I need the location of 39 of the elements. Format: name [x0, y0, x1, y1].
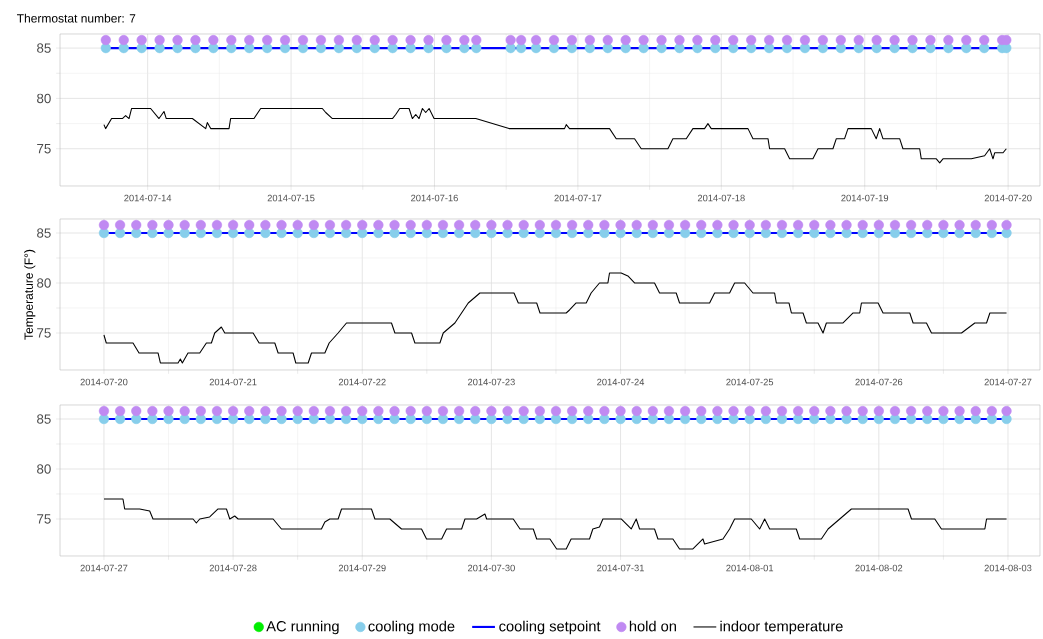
y-tick-label: 85	[37, 414, 51, 424]
x-tick-label: 2014-07-16	[411, 194, 458, 202]
x-tick-label: 2014-08-01	[726, 564, 774, 572]
y-tick-label: 75	[37, 144, 51, 154]
x-tick-label: 2014-07-20	[80, 378, 128, 386]
y-tick-label: 80	[37, 278, 51, 288]
y-tick-label: 85	[37, 228, 51, 238]
legend-label: indoor temperature	[720, 620, 843, 635]
legend-label: cooling mode	[368, 620, 455, 635]
x-tick-label: 2014-07-25	[726, 378, 774, 386]
x-tick-label: 2014-07-22	[338, 378, 386, 386]
x-tick-label: 2014-07-20	[984, 194, 1032, 202]
y-tick-label: 80	[37, 93, 51, 104]
y-tick-label: 75	[37, 328, 51, 338]
x-tick-label: 2014-07-19	[841, 194, 889, 202]
y-tick-label: 85	[37, 43, 51, 53]
x-tick-label: 2014-07-30	[467, 564, 515, 572]
x-tick-label: 2014-07-31	[597, 564, 644, 572]
x-tick-label: 2014-07-18	[697, 194, 745, 202]
x-tick-label: 2014-07-28	[209, 564, 257, 572]
chart-title: Thermostat number: 7	[16, 13, 136, 23]
y-axis-title: Temperature (F°)	[24, 249, 36, 340]
x-tick-label: 2014-07-15	[267, 194, 315, 202]
x-tick-label: 2014-07-14	[124, 194, 172, 202]
x-tick-label: 2014-07-21	[209, 378, 257, 386]
x-tick-label: 2014-08-02	[855, 564, 903, 572]
x-tick-label: 2014-07-26	[855, 378, 903, 386]
x-tick-label: 2014-08-03	[984, 564, 1032, 572]
x-tick-label: 2014-07-27	[984, 378, 1032, 386]
y-tick-label: 75	[37, 514, 51, 524]
x-tick-label: 2014-07-27	[80, 564, 128, 572]
x-tick-label: 2014-07-23	[467, 378, 515, 386]
legend-label: hold on	[629, 620, 676, 632]
legend-label: cooling setpoint	[499, 620, 601, 635]
x-tick-label: 2014-07-29	[338, 564, 386, 572]
x-tick-label: 2014-07-17	[554, 194, 602, 202]
x-tick-label: 2014-07-24	[597, 378, 645, 386]
y-tick-label: 80	[37, 464, 51, 474]
legend-label: AC running	[266, 620, 339, 635]
